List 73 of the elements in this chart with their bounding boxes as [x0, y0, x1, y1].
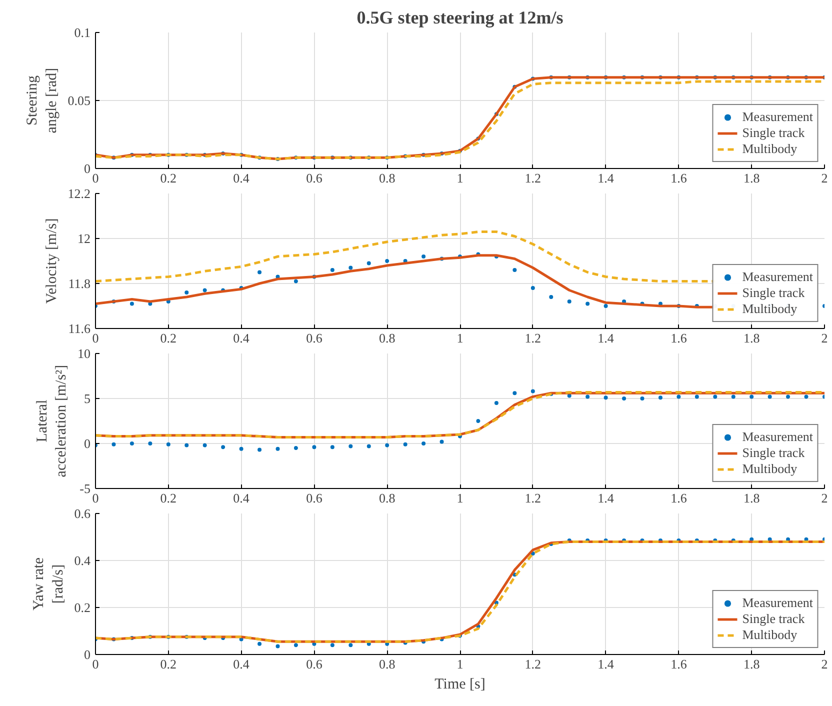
y-tick-label: 11.8 — [68, 276, 91, 291]
x-tick-label: 1.8 — [743, 330, 760, 346]
x-tick-label: 1.8 — [743, 170, 760, 186]
y-tick-label: 0 — [84, 161, 90, 176]
x-tick-label: 0.2 — [160, 656, 177, 672]
legend-label: Measurement — [742, 595, 813, 611]
x-tick-label: 1.6 — [670, 490, 688, 506]
x-tick-label: 0.2 — [160, 330, 177, 346]
x-tick-label: 1.6 — [670, 170, 688, 186]
x-tick-label: 1.6 — [670, 330, 688, 346]
y-tick-label: 5 — [84, 391, 90, 406]
x-tick-label: 2 — [821, 656, 828, 672]
x-tick-label: 1.2 — [524, 656, 542, 672]
x-tick-label: 2 — [821, 330, 828, 346]
y-tick-label: 0.2 — [74, 600, 90, 615]
x-tick-label: 0.6 — [306, 656, 323, 672]
y-tick-label: 12 — [78, 231, 90, 246]
x-tick-label: 2 — [821, 490, 828, 506]
legend-label: Multibody — [742, 301, 798, 317]
chart-title: 0.5G step steering at 12m/s — [356, 8, 564, 28]
legend-label: Multibody — [742, 141, 798, 157]
x-tick-label: 0.6 — [306, 330, 323, 346]
y-tick-label: 0.1 — [74, 25, 90, 40]
x-tick-label: 1.4 — [598, 656, 614, 672]
legend-label: Measurement — [742, 429, 813, 445]
y-axis-title: Steering angle [rad] — [24, 68, 60, 134]
y-tick-label: -5 — [80, 481, 91, 496]
x-axis-title: Time [s] — [434, 676, 486, 692]
y-axis-title: Yaw rate [rad/s] — [31, 557, 66, 611]
x-tick-label: 2 — [821, 170, 828, 186]
y-tick-label: 0.05 — [68, 93, 90, 108]
y-axis-title: Velocity [m/s] — [44, 218, 60, 304]
y-tick-label: 11.6 — [68, 321, 91, 336]
x-tick-label: 1.2 — [524, 490, 542, 506]
y-tick-label: 0.6 — [74, 506, 91, 521]
y-axis-title: Lateral acceleration [m/s²] — [34, 364, 70, 478]
y-tick-label: 10 — [78, 346, 90, 361]
y-tick-label: 0 — [84, 436, 90, 451]
x-tick-label: 1.8 — [743, 656, 760, 672]
x-tick-label: 0.4 — [233, 656, 250, 672]
x-tick-label: 1 — [456, 656, 464, 672]
x-tick-label: 1 — [456, 490, 464, 506]
legend-label: Multibody — [742, 461, 798, 477]
legend-label: Multibody — [742, 627, 798, 643]
x-tick-label: 1.8 — [743, 490, 760, 506]
x-tick-label: 0.6 — [306, 170, 323, 186]
x-tick-label: 0.4 — [233, 170, 250, 186]
legend-label: Measurement — [742, 269, 813, 285]
x-tick-label: 0.6 — [306, 490, 323, 506]
x-tick-label: 1 — [456, 330, 464, 346]
legend-label: Measurement — [742, 109, 813, 125]
x-tick-label: 0.8 — [378, 656, 396, 672]
y-tick-label: 0 — [84, 647, 90, 662]
x-tick-label: 0.2 — [160, 490, 177, 506]
x-tick-label: 0.8 — [378, 330, 396, 346]
x-tick-label: 1.6 — [670, 656, 688, 672]
y-tick-label: 0.4 — [74, 553, 91, 568]
legend-label: Single track — [742, 125, 805, 141]
x-tick-label: 1.4 — [598, 490, 614, 506]
legend-label: Single track — [742, 285, 805, 301]
y-tick-label: 12.2 — [68, 186, 90, 201]
legend-label: Single track — [742, 611, 805, 627]
x-tick-label: 1.2 — [524, 330, 542, 346]
x-tick-label: 1.2 — [524, 170, 542, 186]
x-tick-label: 0.8 — [378, 170, 396, 186]
x-tick-label: 0.4 — [233, 330, 250, 346]
x-tick-label: 0.8 — [378, 490, 396, 506]
legend-label: Single track — [742, 445, 805, 461]
x-tick-label: 1.4 — [598, 330, 614, 346]
x-tick-label: 1 — [456, 170, 464, 186]
x-tick-label: 0.4 — [233, 490, 250, 506]
x-tick-label: 0.2 — [160, 170, 177, 186]
x-tick-label: 1.4 — [598, 170, 614, 186]
